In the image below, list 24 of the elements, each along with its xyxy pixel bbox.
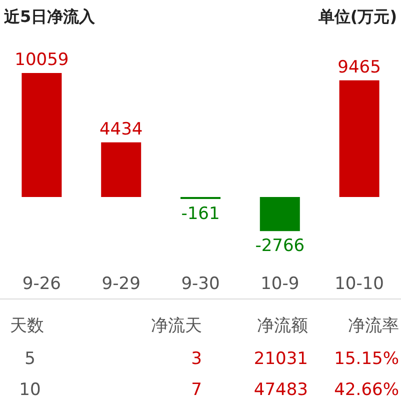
- data-label: -161: [181, 204, 220, 224]
- text: 47483: [254, 380, 308, 400]
- text: 21031: [254, 349, 308, 369]
- x-tick-label: 9-30: [181, 274, 220, 294]
- text: 5: [24, 349, 36, 369]
- text: 42.66%: [334, 380, 399, 400]
- x-tick-label: 9-29: [102, 274, 140, 294]
- data-label: 4434: [99, 119, 143, 140]
- text: 净流额: [257, 316, 308, 336]
- subtitle: 单位(万元): [318, 7, 397, 26]
- x-tick-label: 10-9: [260, 274, 300, 294]
- data-label: 9465: [338, 57, 381, 78]
- data-label: 10059: [14, 50, 69, 70]
- text: 3: [191, 349, 202, 369]
- title: 近5日净流入: [4, 7, 96, 26]
- text: 净流率: [348, 316, 399, 336]
- text: 天数: [10, 316, 44, 336]
- text: 7: [191, 380, 202, 400]
- x-tick-label: 9-26: [22, 274, 61, 294]
- x-tick-label: 10-10: [334, 274, 384, 294]
- data-label: -2766: [255, 236, 305, 256]
- text: 10: [19, 380, 41, 400]
- text: 15.15%: [334, 349, 399, 369]
- text: 净流天: [151, 316, 202, 336]
